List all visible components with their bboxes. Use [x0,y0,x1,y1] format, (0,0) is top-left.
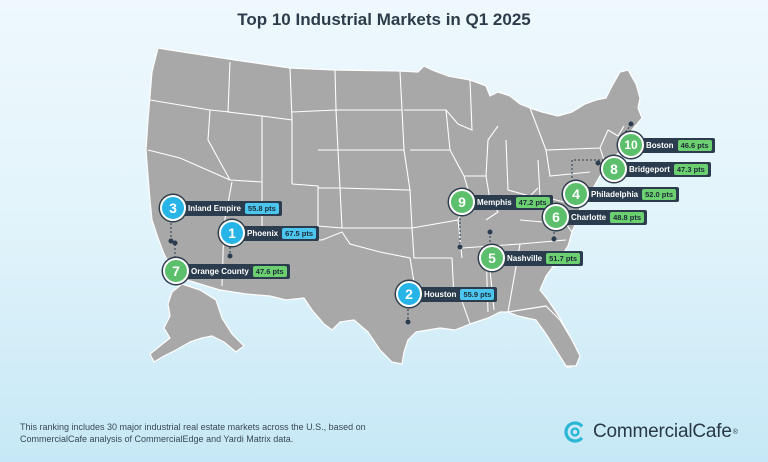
rank-badge: 9 [449,189,475,215]
market-label-philadelphia: 4 Philadelphia 52.0 pts [563,181,680,207]
market-name: Orange County [191,266,249,276]
registered-mark: ® [732,428,738,436]
market-name: Boston [646,140,674,150]
market-score: 67.5 pts [282,227,317,239]
market-name-pill: Houston 55.9 pts [414,286,498,302]
logo-wordmark: CommercialCafe [593,421,732,442]
market-score: 51.7 pts [546,252,581,264]
florida [507,305,581,367]
market-name: Houston [424,289,457,299]
dot-orange-county [172,240,178,246]
rank-badge: 5 [479,245,505,271]
rank-badge: 8 [601,156,627,182]
dot-boston [628,121,634,127]
market-name-pill: Phoenix 67.5 pts [237,225,320,241]
rank-badge: 6 [543,204,569,230]
footnote-line-2: CommercialCafe analysis of CommercialEdg… [20,434,294,444]
market-name-pill: Charlotte 48.8 pts [561,209,648,225]
rank-badge: 10 [618,132,644,158]
market-label-houston: 2 Houston 55.9 pts [396,281,498,307]
market-score: 47.3 pts [673,163,708,175]
market-label-inland-empire: 3 Inland Empire 55.8 pts [160,195,282,221]
market-name: Inland Empire [188,203,241,213]
dot-nashville [487,229,493,235]
alaska [149,283,245,363]
city-dots [168,121,634,325]
market-score: 55.8 pts [244,202,279,214]
dot-inland-empire [168,238,174,244]
market-name-pill: Nashville 51.7 pts [497,250,584,266]
rank-badge: 7 [163,258,189,284]
rank-badge: 4 [563,181,589,207]
market-name-pill: Bridgeport 47.3 pts [619,161,711,177]
dot-charlotte [551,236,557,242]
market-label-boston: 10 Boston 46.6 pts [618,132,715,158]
market-label-bridgeport: 8 Bridgeport 47.3 pts [601,156,711,182]
market-score: 47.2 pts [515,196,550,208]
market-score: 55.9 pts [460,288,495,300]
footnote-line-1: This ranking includes 30 major industria… [20,422,366,432]
market-label-memphis: 9 Memphis 47.2 pts [449,189,553,215]
market-name: Memphis [477,197,512,207]
market-name-pill: Memphis 47.2 pts [467,194,553,210]
market-label-phoenix: 1 Phoenix 67.5 pts [219,220,320,246]
market-name: Philadelphia [591,189,639,199]
map-landmass [145,47,643,369]
map-title: Top 10 Industrial Markets in Q1 2025 [237,10,531,29]
market-name-pill: Boston 46.6 pts [636,137,715,153]
market-score: 47.6 pts [252,265,287,277]
dot-bridgeport [595,160,601,166]
rank-badge: 3 [160,195,186,221]
market-name: Nashville [507,253,543,263]
market-name: Bridgeport [629,164,670,174]
market-score: 48.8 pts [610,211,645,223]
market-score: 52.0 pts [642,188,677,200]
market-label-nashville: 5 Nashville 51.7 pts [479,245,584,271]
market-label-orange-county: 7 Orange County 47.6 pts [163,258,290,284]
rank-badge: 1 [219,220,245,246]
market-name: Phoenix [247,228,279,238]
market-name: Charlotte [571,212,607,222]
rank-badge: 2 [396,281,422,307]
commercialcafe-logo-icon [564,421,586,443]
market-score: 46.6 pts [677,139,712,151]
market-name-pill: Orange County 47.6 pts [181,263,290,279]
commercialcafe-logo: CommercialCafe ® [563,420,738,444]
market-name-pill: Inland Empire 55.8 pts [178,200,282,216]
market-name-pill: Philadelphia 52.0 pts [581,186,680,202]
dot-memphis [457,244,463,250]
footnote: This ranking includes 30 major industria… [20,421,440,445]
contiguous-us [145,47,643,369]
dot-houston [405,319,411,325]
market-label-charlotte: 6 Charlotte 48.8 pts [543,204,648,230]
dot-phoenix [227,253,233,259]
